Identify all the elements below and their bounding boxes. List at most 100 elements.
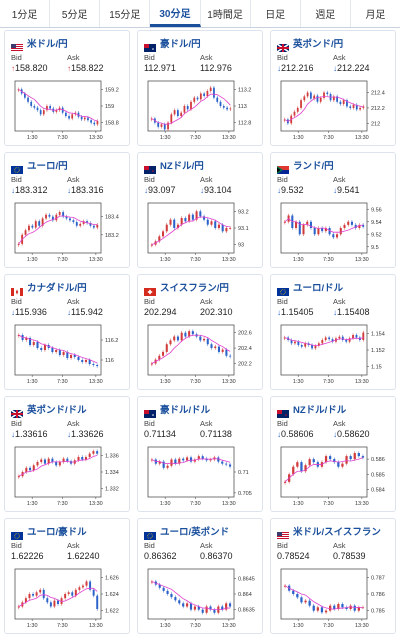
candle-body: [58, 212, 61, 215]
rate-card[interactable]: 豪ドル/ドル Bid Ask 0.71134 0.71138 0.71 0.705 1:30 7…: [137, 396, 263, 512]
us-flag: [277, 532, 289, 540]
chart-container[interactable]: 183.4 183.2 1:30 7:30 13:30: [13, 201, 125, 263]
chart-container[interactable]: 1.154 1.152 1.15 1:30 7:30 13:30: [279, 323, 391, 385]
chart-container[interactable]: 113.2 113 112.8 1:30 7:30 13:30: [146, 79, 258, 141]
tab-5[interactable]: 1時間足: [201, 0, 251, 27]
candle-body: [225, 228, 228, 232]
candle-body: [88, 453, 91, 457]
ask-label: Ask: [333, 53, 346, 62]
candle-body: [205, 458, 208, 461]
currency-pair-link[interactable]: 米ドル/円: [27, 39, 68, 50]
candle-body: [184, 218, 187, 222]
tab-3[interactable]: 15分足: [100, 0, 151, 27]
currency-pair-link[interactable]: 英ポンド/円: [293, 39, 344, 50]
currency-pair-link[interactable]: NZドル/ドル: [293, 405, 347, 416]
candle-body: [96, 121, 99, 125]
rate-card[interactable]: 英ポンド/ドル Bid Ask ↓1.33616 ↓1.33626 1.336 1.334 1…: [4, 396, 130, 512]
card-header: 米ドル/円: [11, 37, 68, 52]
rate-card[interactable]: カナダドル/円 Bid Ask ↓115.936 ↓115.942 116.2 116 1:3…: [4, 274, 130, 390]
currency-pair-link[interactable]: スイスフラン/円: [160, 283, 229, 294]
currency-pair-link[interactable]: 豪ドル/ドル: [160, 405, 211, 416]
chart-container[interactable]: 202.6 202.4 202.2 1:30 7:30 13:30: [146, 323, 258, 385]
ask-value: 1.62240: [67, 551, 100, 561]
rate-card[interactable]: 米ドル/スイスフラン Bid Ask 0.78524 0.78539 0.787 0.786…: [270, 518, 396, 634]
chart-container[interactable]: 9.56 9.54 9.52 9.5 1:30 7:30 13:30: [279, 201, 391, 263]
card-header: ユーロ/ドル: [277, 281, 344, 296]
plot-area: [14, 324, 102, 376]
candle-body: [84, 457, 87, 460]
chart-container[interactable]: 212.4 212.2 212 1:30 7:30 13:30: [279, 79, 391, 141]
arrow-down-icon: ↓: [11, 308, 15, 317]
rate-card[interactable]: ユーロ/豪ドル Bid Ask 1.62226 1.62240 1.626 1.624 1.6…: [4, 518, 130, 634]
chart-container[interactable]: 1.336 1.334 1.332 1:30 7:30 13:30: [13, 445, 125, 507]
currency-pair-link[interactable]: ランド/円: [293, 161, 334, 172]
arrow-down-icon: ↓: [277, 64, 281, 73]
x-tick-label: 7:30: [323, 379, 334, 385]
chart-container[interactable]: 116.2 116 1:30 7:30 13:30: [13, 323, 125, 385]
chart-container[interactable]: 0.71 0.705 1:30 7:30 13:30: [146, 445, 258, 507]
candle-body: [191, 331, 194, 335]
moving-average-line: [284, 218, 364, 233]
y-tick-label: 9.5: [371, 245, 379, 251]
flag-icon: [276, 39, 290, 53]
rate-card[interactable]: 英ポンド/円 Bid Ask ↓212.216 ↓212.224 212.4 212.2 21…: [270, 30, 396, 146]
chart-container[interactable]: 0.586 0.585 0.584 1:30 7:30 13:30: [279, 445, 391, 507]
tab-2[interactable]: 5分足: [50, 0, 101, 27]
tab-6[interactable]: 日足: [251, 0, 301, 27]
rate-card[interactable]: NZドル/ドル Bid Ask ↓0.58606 ↓0.58620 0.586 0.585 0…: [270, 396, 396, 512]
rate-card[interactable]: 豪ドル/円 Bid Ask 112.971 112.976 113.2 113 112.8 1:…: [137, 30, 263, 146]
tab-8[interactable]: 月足: [365, 10, 386, 21]
rate-card[interactable]: ユーロ/英ポンド Bid Ask 0.86362 0.86370 0.8645 0.864 0…: [137, 518, 263, 634]
candle-body: [326, 92, 329, 95]
card-header: NZドル/ドル: [277, 403, 347, 418]
y-tick-label: 116.2: [105, 338, 118, 344]
candle-body: [51, 216, 54, 221]
moving-average-line: [18, 587, 98, 607]
chart-container[interactable]: 1.626 1.624 1.622 1:30 7:30 13:30: [13, 567, 125, 629]
candle-body: [24, 230, 27, 235]
price-chart: 183.4 183.2 1:30 7:30 13:30: [14, 202, 119, 263]
currency-pair-link[interactable]: 豪ドル/円: [160, 39, 201, 50]
currency-pair-link[interactable]: 英ポンド/ドル: [27, 405, 87, 416]
moving-average-line: [284, 585, 364, 610]
rate-card[interactable]: ユーロ/ドル Bid Ask ↓1.15405 ↓1.15408 1.154 1.152 1.…: [270, 274, 396, 390]
candle-body: [77, 457, 80, 461]
currency-pair-link[interactable]: ユーロ/ドル: [293, 283, 344, 294]
rate-card[interactable]: スイスフラン/円 Bid Ask 202.294 202.310 202.6 202.4 20…: [137, 274, 263, 390]
currency-pair-link[interactable]: NZドル/円: [160, 161, 204, 172]
chart-container[interactable]: 93.2 93.1 93 1:30 7:30 13:30: [146, 201, 258, 263]
rate-card[interactable]: NZドル/円 Bid Ask ↓93.097 ↓93.104 93.2 93.1 93 1:30…: [137, 152, 263, 268]
x-tick-label: 1:30: [293, 623, 304, 629]
currency-pair-link[interactable]: ユーロ/豪ドル: [27, 527, 87, 538]
candle-body: [28, 225, 30, 231]
flag-icon: [144, 527, 156, 540]
candle-body: [283, 221, 286, 223]
bid-value: ↓9.532: [277, 185, 304, 195]
rate-card[interactable]: 米ドル/円 Bid Ask ↑158.820 ↑158.822 159.2 159 158.8…: [4, 30, 130, 146]
y-tick-label: 113: [238, 104, 247, 110]
tab-7[interactable]: 週足: [301, 0, 351, 27]
ask-value-text: 0.78539: [333, 551, 366, 561]
chart-container[interactable]: 159.2 159 158.8 1:30 7:30 13:30: [13, 79, 125, 141]
tab-4[interactable]: 30分足: [150, 0, 201, 27]
tab-1[interactable]: 1分足: [0, 0, 51, 27]
currency-pair-link[interactable]: ユーロ/英ポンド: [160, 527, 230, 538]
candle-body: [314, 345, 317, 349]
candle-body: [167, 122, 169, 130]
candle-body: [292, 466, 295, 475]
candle-body: [199, 211, 202, 217]
chart-container[interactable]: 0.787 0.786 0.785 1:30 7:30 13:30: [279, 567, 391, 629]
candle-body: [186, 603, 189, 607]
candle-body: [189, 457, 193, 462]
currency-pair-link[interactable]: ユーロ/円: [27, 161, 68, 172]
candle-body: [196, 97, 199, 100]
candle-body: [92, 451, 95, 454]
candle-body: [28, 594, 31, 599]
currency-pair-link[interactable]: カナダドル/円: [27, 283, 87, 294]
rate-card[interactable]: ユーロ/円 Bid Ask ↓183.312 ↓183.316 183.4 183.2 1:3…: [4, 152, 130, 268]
currency-pair-link[interactable]: 米ドル/スイスフラン: [293, 527, 381, 538]
chart-container[interactable]: 0.8645 0.864 0.8635 1:30 7:30 13:30: [146, 567, 258, 629]
rate-card[interactable]: ランド/円 Bid Ask ↓9.532 ↓9.541 9.56 9.54 9.52 9.5 1:…: [270, 152, 396, 268]
us-flag: [11, 44, 23, 52]
price-chart: 0.787 0.786 0.785 1:30 7:30 13:30: [280, 568, 385, 629]
